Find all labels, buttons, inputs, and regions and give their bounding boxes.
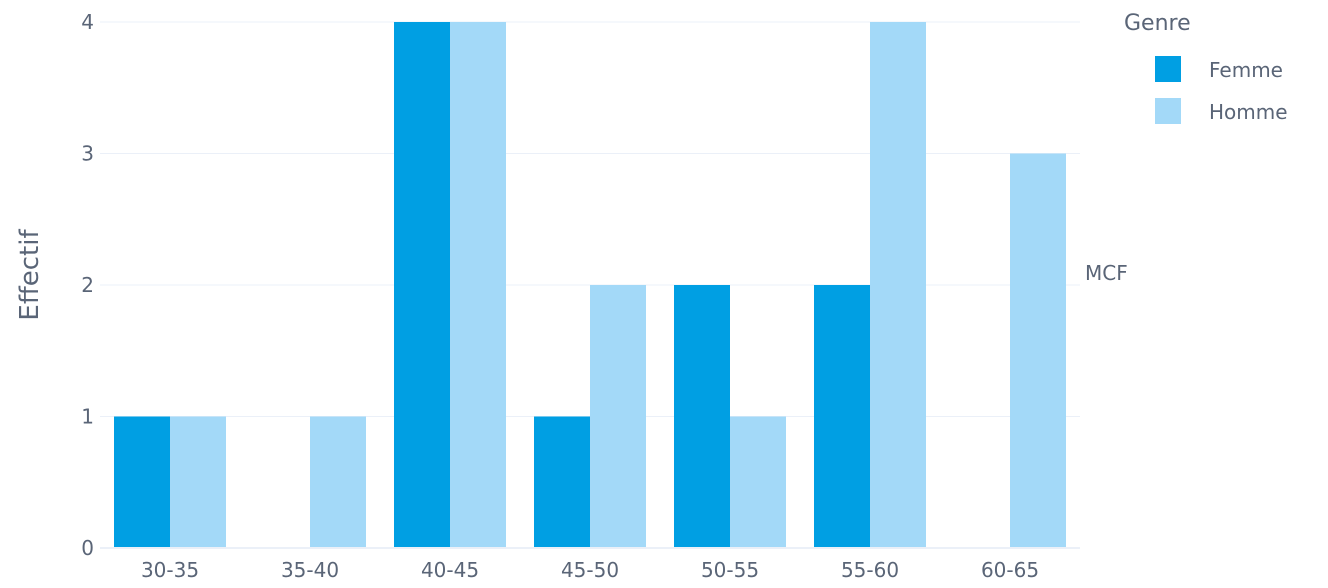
x-tick-label: 40-45	[421, 558, 479, 582]
bar-homme-30-35	[170, 416, 226, 548]
bar-homme-50-55	[730, 416, 786, 548]
y-tick-label: 0	[81, 536, 94, 560]
bar-femme-30-35	[114, 416, 170, 548]
x-tick-labels: 30-35 35-40 40-45 45-50 50-55 55-60 60-65	[141, 558, 1039, 582]
bars	[114, 22, 1066, 548]
facet-label: MCF	[1085, 261, 1128, 285]
bar-homme-35-40	[310, 416, 366, 548]
bar-homme-60-65	[1010, 153, 1066, 548]
x-tick-label: 60-65	[981, 558, 1039, 582]
y-tick-label: 1	[81, 405, 94, 429]
y-tick-label: 2	[81, 273, 94, 297]
legend-items: Femme Homme	[1155, 56, 1288, 124]
y-tick-label: 3	[81, 142, 94, 166]
bar-homme-40-45	[450, 22, 506, 548]
legend-label-homme: Homme	[1209, 100, 1288, 124]
bar-homme-55-60	[870, 22, 926, 548]
x-tick-label: 50-55	[701, 558, 759, 582]
bar-femme-55-60	[814, 285, 870, 548]
bar-femme-45-50	[534, 416, 590, 548]
y-tick-label: 4	[81, 10, 94, 34]
legend-swatch-femme	[1155, 56, 1181, 82]
legend-label-femme: Femme	[1209, 58, 1283, 82]
legend-swatch-homme	[1155, 98, 1181, 124]
legend-title: Genre	[1124, 11, 1191, 36]
x-tick-label: 45-50	[561, 558, 619, 582]
legend: Genre Femme Homme	[1124, 11, 1288, 124]
y-tick-labels: 0 1 2 3 4	[81, 10, 94, 560]
bar-femme-40-45	[394, 22, 450, 548]
bar-femme-50-55	[674, 285, 730, 548]
bar-homme-45-50	[590, 285, 646, 548]
x-tick-label: 35-40	[281, 558, 339, 582]
x-tick-label: 55-60	[841, 558, 899, 582]
y-axis-label: Effectif	[15, 229, 45, 321]
x-tick-label: 30-35	[141, 558, 199, 582]
